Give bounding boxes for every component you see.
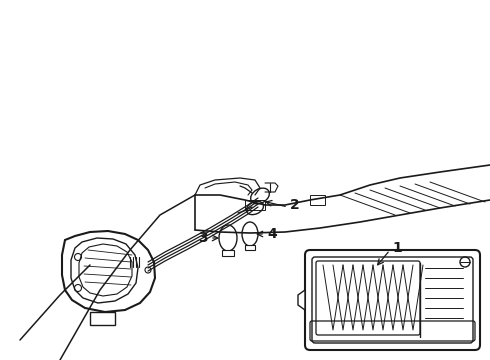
Text: 1: 1 (392, 241, 402, 255)
Text: 2: 2 (290, 198, 300, 212)
Ellipse shape (242, 222, 258, 246)
FancyBboxPatch shape (305, 250, 480, 350)
Polygon shape (298, 290, 305, 310)
Ellipse shape (219, 225, 237, 251)
Text: 4: 4 (267, 227, 277, 241)
Text: 3: 3 (198, 231, 208, 245)
Polygon shape (222, 250, 234, 256)
Polygon shape (245, 245, 255, 250)
